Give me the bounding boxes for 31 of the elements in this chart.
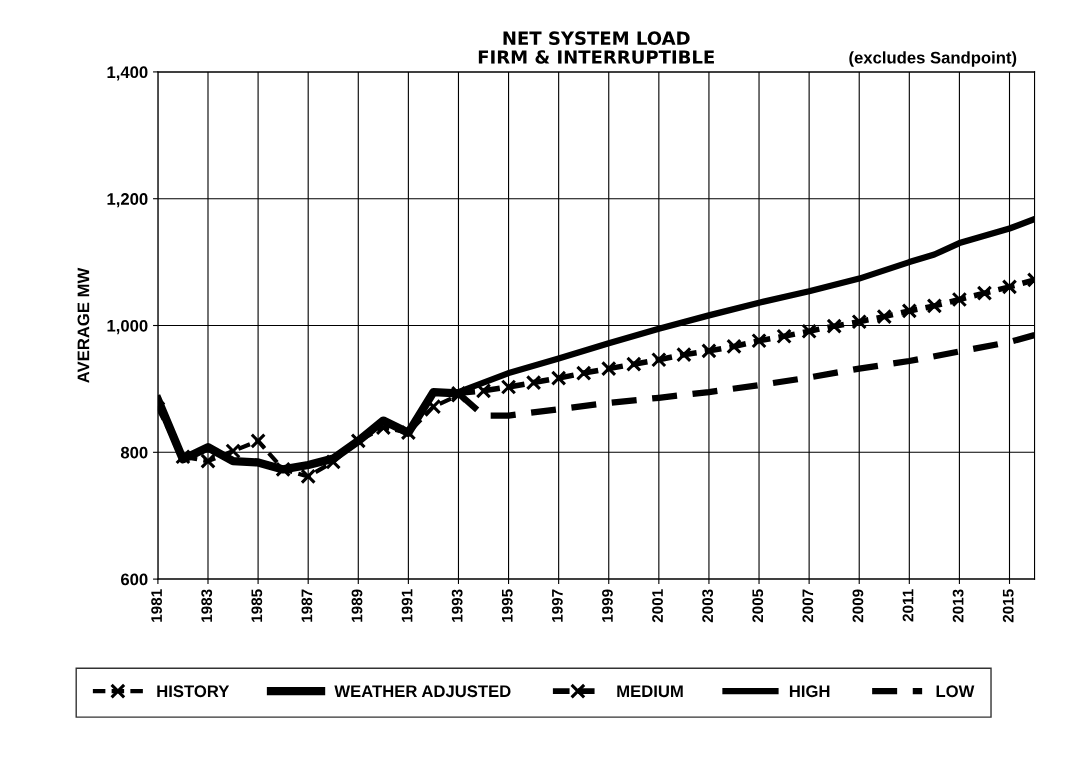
legend-label: LOW <box>936 685 975 698</box>
y-axis-title: AVERAGE MW <box>77 267 90 383</box>
legend-label: HIGH <box>789 685 830 698</box>
legend-label: WEATHER ADJUSTED <box>334 685 511 698</box>
x-tick-label: 1995 <box>501 589 513 622</box>
y-tick-label: 600 <box>120 573 148 586</box>
x-tick-label: 1997 <box>551 589 563 622</box>
x-tick-label: 2001 <box>652 589 663 623</box>
x-tick-label: 2005 <box>752 589 764 623</box>
x-tick-label: 1991 <box>401 589 413 622</box>
x-tick-label: 1985 <box>251 589 263 622</box>
legend-label: HISTORY <box>157 685 230 698</box>
y-tick-label: 800 <box>120 446 148 459</box>
legend-label: MEDIUM <box>617 685 683 698</box>
x-tick-label: 1987 <box>301 589 313 622</box>
x-tick-label: 1989 <box>351 589 363 622</box>
x-tick-label: 2011 <box>902 589 914 622</box>
x-tick-label: 1983 <box>201 589 213 622</box>
text: (excludes Sandpoint) <box>849 51 1017 67</box>
x-tick-label: 2015 <box>1002 589 1014 623</box>
x-tick-label: 2003 <box>702 589 714 623</box>
x-tick-label: 1981 <box>151 589 163 622</box>
x-tick-label: 2013 <box>952 589 964 623</box>
x-tick-label: 1993 <box>451 589 463 622</box>
x-tick-label: 1999 <box>602 589 613 622</box>
chart-title: NET SYSTEM LOAD FIRM & INTERRUPTIBLE <box>478 31 714 64</box>
y-tick-label: 1,400 <box>107 66 148 81</box>
y-tick-label: 1,000 <box>107 319 148 335</box>
y-tick-label: 1,200 <box>107 193 148 208</box>
x-tick-label: 2009 <box>852 589 864 623</box>
x-tick-label: 2007 <box>802 589 814 623</box>
